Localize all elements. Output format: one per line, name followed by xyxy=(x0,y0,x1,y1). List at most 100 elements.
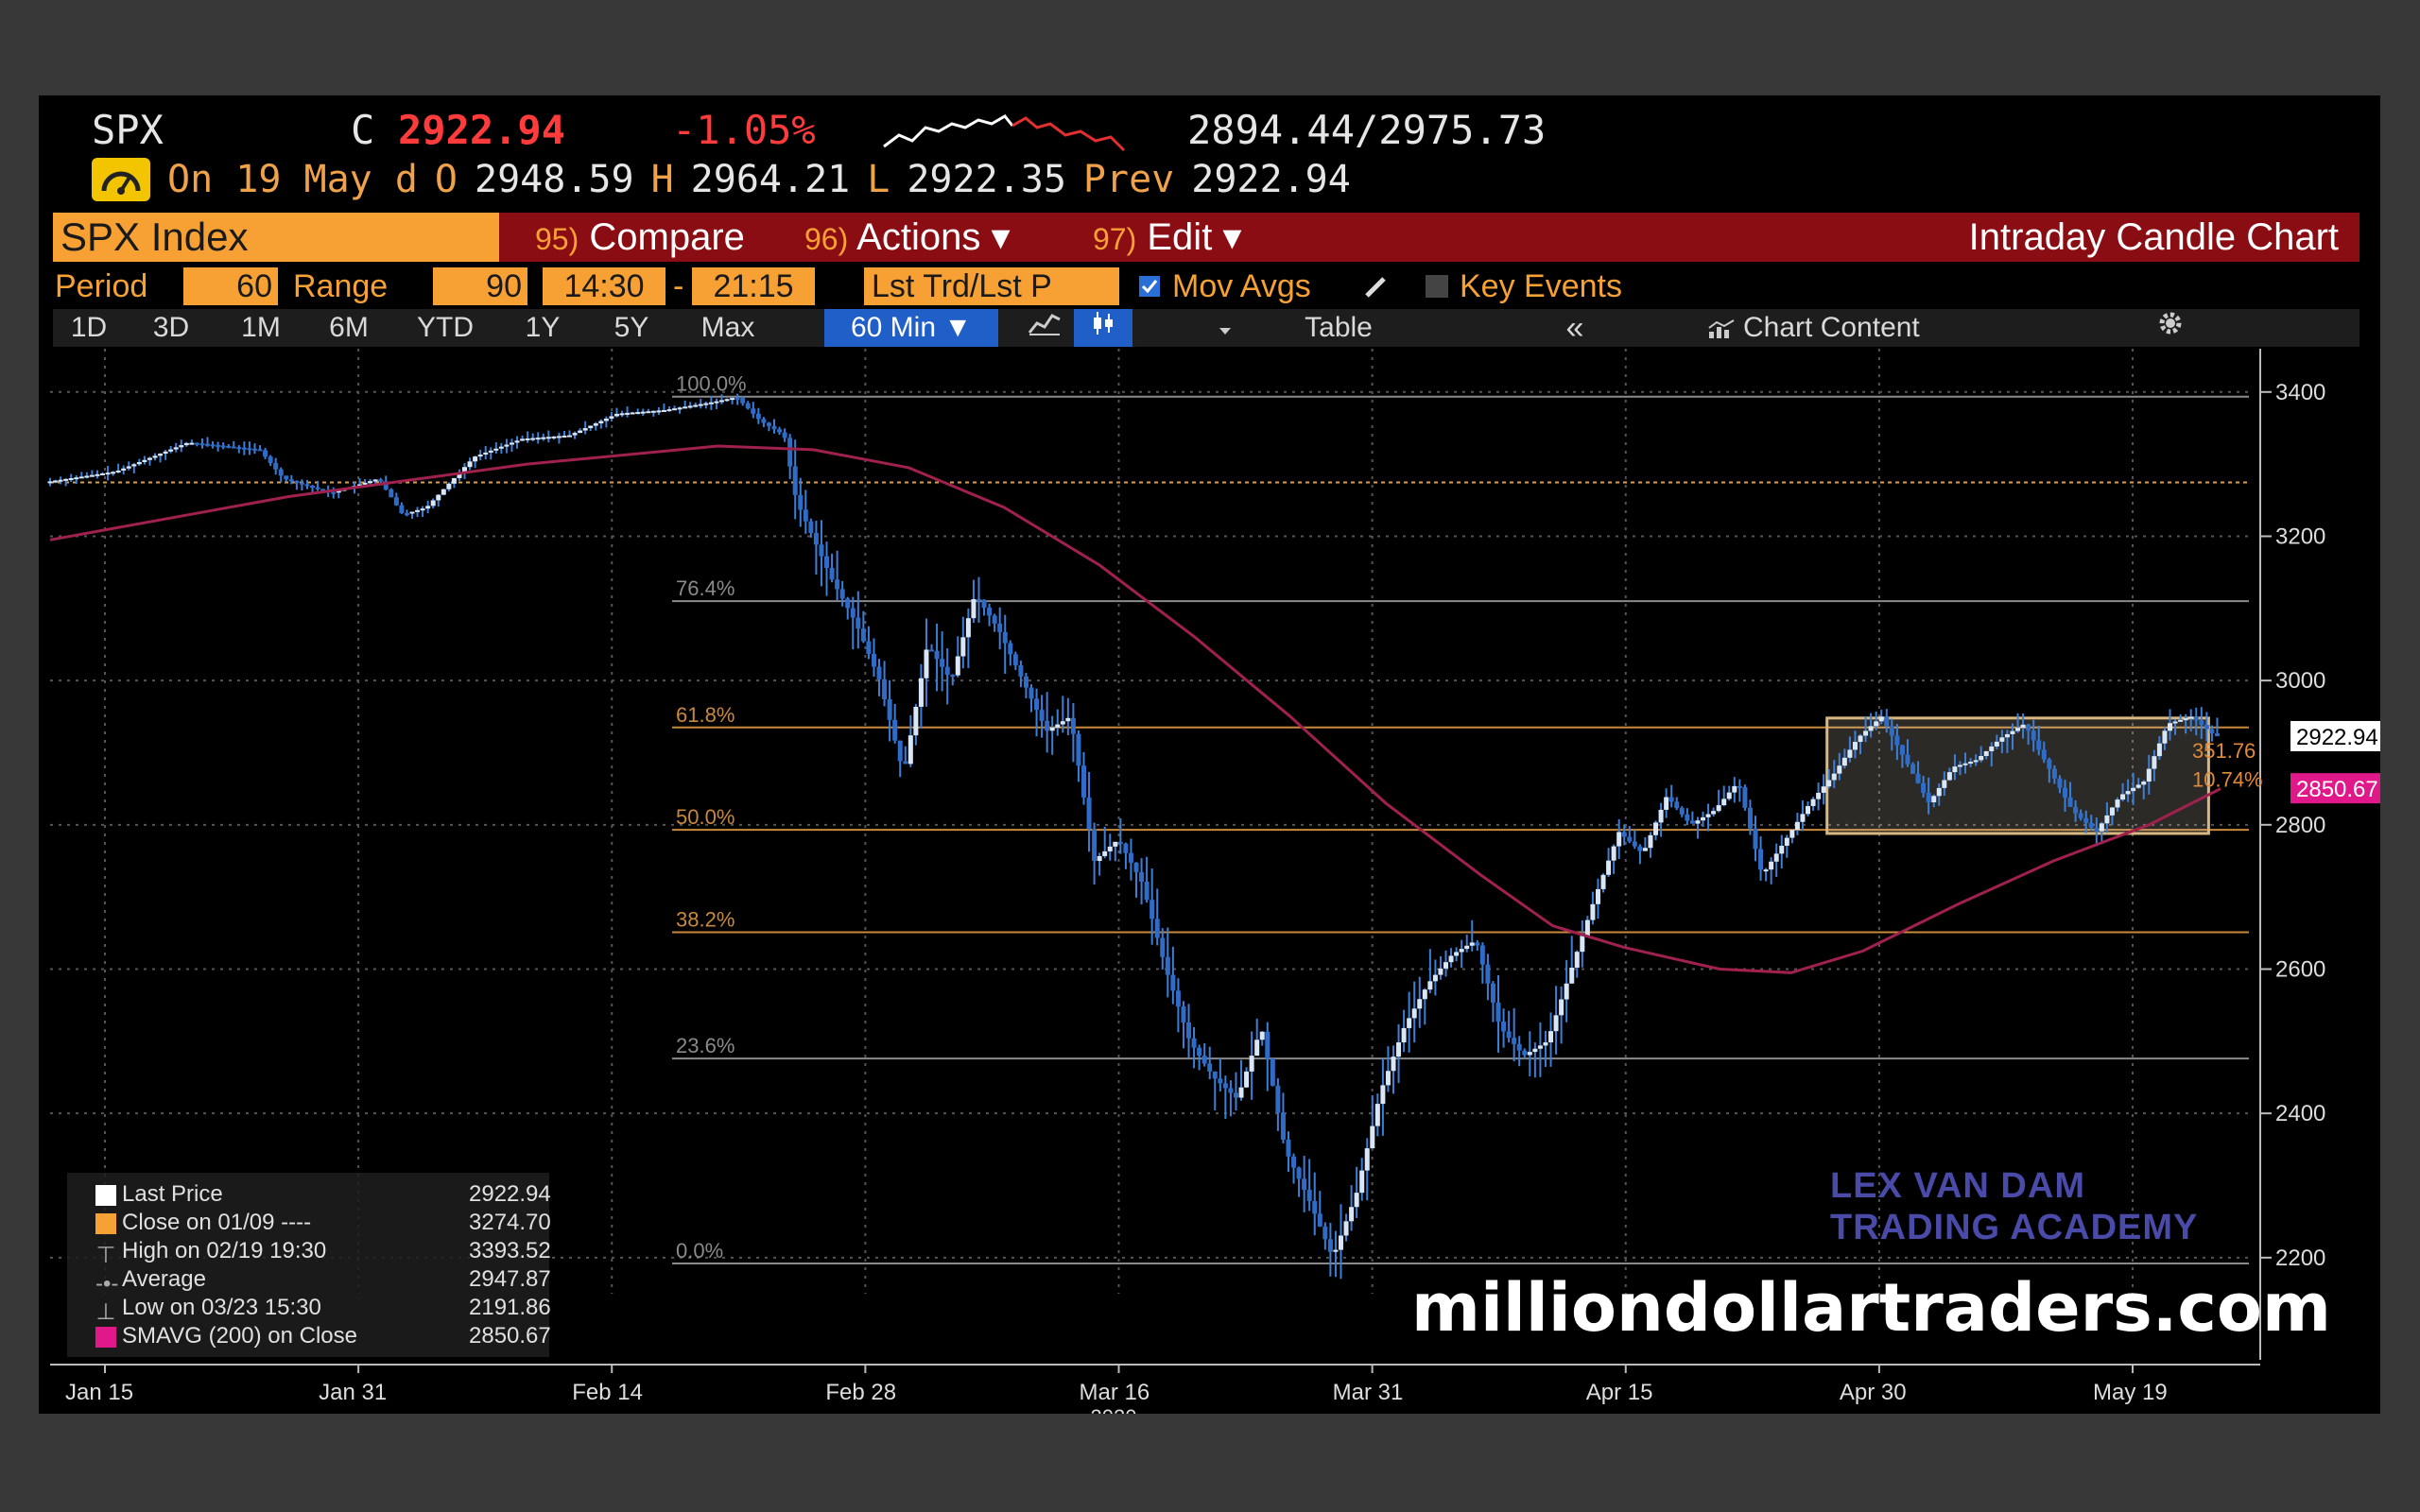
candle-body xyxy=(430,500,436,507)
legend-value: 2191.86 xyxy=(469,1295,551,1320)
candle-body xyxy=(356,484,362,487)
candle-body xyxy=(63,478,69,481)
candle-body xyxy=(1207,1063,1213,1072)
candle-body xyxy=(1837,765,1842,774)
candle-body xyxy=(1732,785,1737,793)
candle-body xyxy=(1789,830,1795,838)
interval-dropdown[interactable]: 60 Min ▼ xyxy=(824,309,998,347)
range-field[interactable]: 90 xyxy=(433,267,527,305)
academy-watermark: LEX VAN DAM TRADING ACADEMY xyxy=(1830,1165,2198,1248)
candle-body xyxy=(1868,726,1874,731)
candle-body xyxy=(284,475,289,480)
tab-max[interactable]: Max xyxy=(700,312,755,343)
trade-mode-field[interactable]: Lst Trd/Lst P xyxy=(864,267,1119,305)
candle-chart-icon[interactable] xyxy=(1074,309,1132,347)
mov-avgs-checkbox[interactable] xyxy=(1138,275,1161,298)
candle-body xyxy=(1469,942,1475,946)
candle-body xyxy=(1979,755,1984,761)
candle-body xyxy=(1317,1213,1322,1227)
candle-body xyxy=(1222,1083,1228,1089)
actions-button[interactable]: 96) Actions ▾ xyxy=(804,213,1011,262)
mov-avgs-label[interactable]: Mov Avgs xyxy=(1172,268,1311,304)
x-tick-label: May 19 xyxy=(2093,1380,2168,1405)
candle-body xyxy=(1170,974,1176,991)
candle-body xyxy=(1364,1148,1370,1171)
candle-body xyxy=(1559,999,1564,1016)
table-button[interactable]: Table xyxy=(1305,312,1373,343)
collapse-icon[interactable]: « xyxy=(1565,310,1584,346)
candle-body xyxy=(530,438,536,440)
candle-body xyxy=(1380,1085,1386,1105)
tab-1y[interactable]: 1Y xyxy=(525,312,561,343)
candle-body xyxy=(944,666,950,676)
sparkline-icon xyxy=(883,114,1126,152)
candle-body xyxy=(1878,716,1884,722)
candle-body xyxy=(703,403,709,405)
candle-body xyxy=(2057,778,2063,788)
x-tick-label: Mar 16 xyxy=(1080,1380,1150,1405)
line-chart-icon[interactable] xyxy=(1017,309,1072,347)
price-tag-label: 2850.67 xyxy=(2296,777,2378,802)
candle-body xyxy=(1674,801,1680,809)
candle-body xyxy=(1716,805,1721,812)
tab-3d[interactable]: 3D xyxy=(152,312,190,343)
edit-button[interactable]: 97) Edit ▾ xyxy=(1093,213,1242,262)
candle-body xyxy=(1407,1018,1412,1028)
security-field[interactable]: SPX Index xyxy=(53,213,499,262)
tab-ytd[interactable]: YTD xyxy=(417,312,474,343)
candle-body xyxy=(100,472,106,475)
candle-body xyxy=(1522,1050,1528,1056)
candle-body xyxy=(1008,643,1013,655)
candle-body xyxy=(766,422,771,426)
candle-body xyxy=(1034,698,1040,711)
candle-body xyxy=(2168,723,2173,731)
candle-body xyxy=(331,491,337,494)
key-events-checkbox[interactable] xyxy=(1426,275,1448,298)
key-events-label[interactable]: Key Events xyxy=(1460,268,1622,304)
tab-5y[interactable]: 5Y xyxy=(614,312,649,343)
gauge-icon[interactable] xyxy=(92,158,150,201)
candle-body xyxy=(1784,837,1789,846)
chart-content-button[interactable]: Chart Content xyxy=(1707,309,2019,347)
end-time-field[interactable]: 21:15 xyxy=(692,267,815,305)
compare-button[interactable]: 95) Compare xyxy=(535,213,745,262)
candle-body xyxy=(1989,746,1995,751)
pencil-icon[interactable] xyxy=(1361,273,1390,301)
price-chart[interactable]: 100.0% 76.4% 61.8% 50.0% 38.2% 23.6% 0.0% 3400… xyxy=(39,349,2380,1414)
low-label: L xyxy=(867,158,890,201)
candle-body xyxy=(740,398,746,404)
start-time-field[interactable]: 14:30 xyxy=(543,267,666,305)
average-marker-icon: -•- xyxy=(95,1270,119,1297)
candle-body xyxy=(131,464,137,467)
candle-body xyxy=(205,443,211,446)
candle-body xyxy=(1705,814,1711,817)
candle-body xyxy=(2067,797,2073,807)
candle-body xyxy=(372,479,378,482)
candle-body xyxy=(1737,785,1742,788)
candle-body xyxy=(310,486,316,489)
candle-body xyxy=(860,628,866,642)
period-field[interactable]: 60 xyxy=(183,267,278,305)
candle-body xyxy=(856,617,861,629)
gear-icon[interactable] xyxy=(2142,309,2199,347)
candle-body xyxy=(1658,809,1664,823)
chevron-down-icon[interactable] xyxy=(1206,309,1244,347)
candle-body xyxy=(987,608,993,616)
candle-body xyxy=(1197,1047,1202,1057)
candle-body xyxy=(216,444,221,447)
candle-body xyxy=(693,404,699,407)
candle-body xyxy=(1642,848,1648,851)
candle-body xyxy=(603,418,609,421)
candle-body xyxy=(183,442,189,446)
candle-body xyxy=(509,442,514,445)
tab-6m[interactable]: 6M xyxy=(329,312,369,343)
candle-body xyxy=(2094,827,2100,832)
candle-body xyxy=(735,398,740,401)
candle-body xyxy=(189,442,195,445)
candle-body xyxy=(698,404,703,406)
ohlc-row: On 19 May d O 2948.59 H 2964.21 L 2922.3… xyxy=(92,158,1351,201)
tab-1m[interactable]: 1M xyxy=(241,312,281,343)
candle-body xyxy=(315,487,320,490)
tab-1d[interactable]: 1D xyxy=(70,312,108,343)
candle-body xyxy=(1769,861,1774,870)
